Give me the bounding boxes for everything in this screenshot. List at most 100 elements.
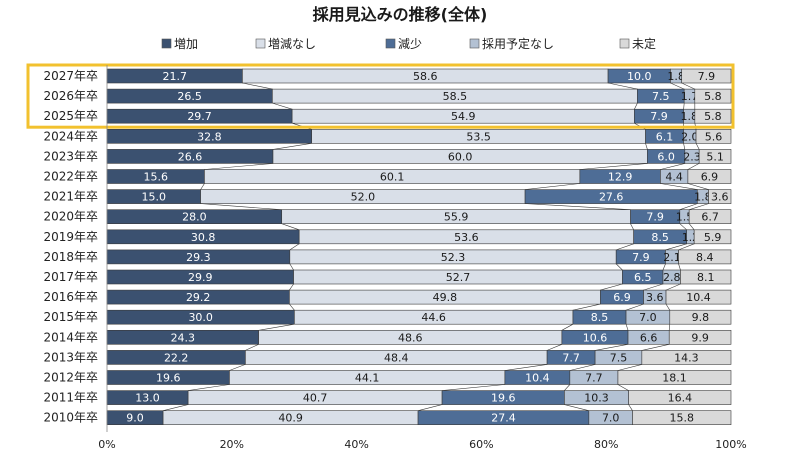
data-label: 7.9 [632, 251, 650, 264]
data-label: 16.4 [668, 392, 693, 405]
data-label: 9.0 [126, 412, 144, 425]
bar-segment [678, 249, 732, 265]
data-label: 53.5 [466, 130, 491, 143]
data-label: 1.8 [667, 70, 685, 83]
data-label: 5.8 [704, 110, 722, 123]
bar-segment [668, 329, 732, 345]
series-connector-line [289, 263, 294, 271]
data-label: 26.6 [178, 150, 203, 163]
data-label: 13.0 [135, 392, 160, 405]
series-connector-line [615, 263, 623, 271]
legend-label-5: 未定 [632, 36, 656, 51]
series-connector-line [525, 203, 631, 210]
data-label: 21.7 [162, 70, 187, 83]
category-label: 2010年卒 [43, 411, 98, 425]
legend-swatch-1 [161, 38, 172, 49]
category-label: 2027年卒 [43, 69, 98, 83]
data-label: 14.3 [674, 351, 699, 364]
category-label: 2019年卒 [43, 230, 98, 244]
data-label: 2.8 [663, 271, 681, 284]
data-label: 10.6 [583, 331, 608, 344]
series-connector-line [281, 223, 300, 231]
data-label: 9.8 [692, 311, 710, 324]
series-connector-line [242, 82, 273, 90]
data-label: 18.1 [662, 372, 687, 385]
series-connector-line [641, 344, 670, 351]
data-label: 7.5 [652, 90, 670, 103]
data-label: 52.0 [351, 191, 376, 204]
data-label: 7.7 [562, 351, 580, 364]
bar-segment [688, 209, 732, 224]
data-label: 52.7 [446, 271, 471, 284]
series-connector-line [200, 203, 282, 210]
data-label: 3.6 [711, 191, 729, 204]
series-connector-line [258, 323, 295, 331]
bar-segment [694, 88, 732, 104]
series-connector-line [678, 263, 681, 271]
series-connector-line [688, 223, 695, 230]
data-label: 44.1 [355, 372, 380, 385]
legend-label-4: 採用予定なし [482, 36, 554, 51]
series-connector-line [628, 404, 633, 411]
series-connector-line [670, 82, 685, 90]
data-label: 1.7 [681, 90, 699, 103]
series-connector-line [561, 323, 574, 331]
data-label: 5.6 [705, 130, 723, 143]
series-connector-line [442, 384, 505, 391]
x-tick-label: 100% [715, 438, 746, 451]
bar-segment [687, 169, 732, 184]
series-connector-line [678, 243, 695, 251]
data-label: 8.5 [591, 311, 609, 324]
series-connector-line [595, 344, 629, 351]
bar-segment [669, 309, 732, 325]
data-label: 15.6 [143, 171, 168, 184]
highlight-box [26, 63, 735, 129]
data-label: 40.9 [278, 412, 303, 425]
series-connector-line [645, 143, 648, 150]
series-connector-line [617, 384, 629, 391]
series-connector-line [289, 303, 295, 311]
series-connector-line [695, 143, 700, 150]
data-label: 5.9 [704, 231, 722, 244]
series-connector-line [660, 183, 698, 190]
data-label: 58.6 [413, 70, 438, 83]
data-label: 32.8 [197, 130, 222, 143]
bar-segment [641, 350, 732, 365]
bar-segment [693, 229, 732, 245]
bar-segment [628, 390, 732, 405]
data-label: 58.5 [443, 90, 468, 103]
data-label: 6.7 [701, 211, 719, 224]
data-label: 8.4 [696, 251, 714, 264]
category-label: 2026年卒 [43, 89, 98, 103]
category-label: 2021年卒 [43, 190, 98, 204]
data-label: 7.0 [639, 311, 657, 324]
legend-label-3: 減少 [398, 36, 422, 51]
series-connector-line [163, 404, 189, 411]
data-label: 6.0 [657, 150, 675, 163]
series-connector-line [564, 404, 589, 411]
series-connector-line [679, 203, 698, 210]
data-label: 6.6 [640, 331, 658, 344]
series-connector-line [579, 163, 648, 170]
series-connector-line [229, 364, 246, 371]
data-label: 4.4 [665, 171, 683, 184]
category-label: 2015年卒 [43, 310, 98, 324]
series-connector-line [665, 283, 681, 291]
category-label: 2020年卒 [43, 210, 98, 224]
legend: 増加 増減なし 減少 採用予定なし 未定 [161, 36, 656, 51]
data-label: 54.9 [451, 110, 476, 123]
category-label: 2011年卒 [43, 391, 98, 405]
data-label: 7.9 [646, 211, 664, 224]
x-tick-label: 60% [469, 438, 493, 451]
legend-swatch-3 [385, 38, 396, 49]
bar-segment [698, 149, 732, 164]
bar-segment [617, 370, 732, 385]
series-connector-line [660, 163, 685, 170]
series-connector-line [525, 183, 580, 190]
category-label: 2012年卒 [43, 371, 98, 385]
data-label: 1.5 [676, 211, 694, 224]
series-connector-line [289, 243, 300, 251]
data-label: 2.3 [683, 150, 701, 163]
bar-segment [694, 108, 732, 124]
series-connector-line [569, 364, 596, 371]
